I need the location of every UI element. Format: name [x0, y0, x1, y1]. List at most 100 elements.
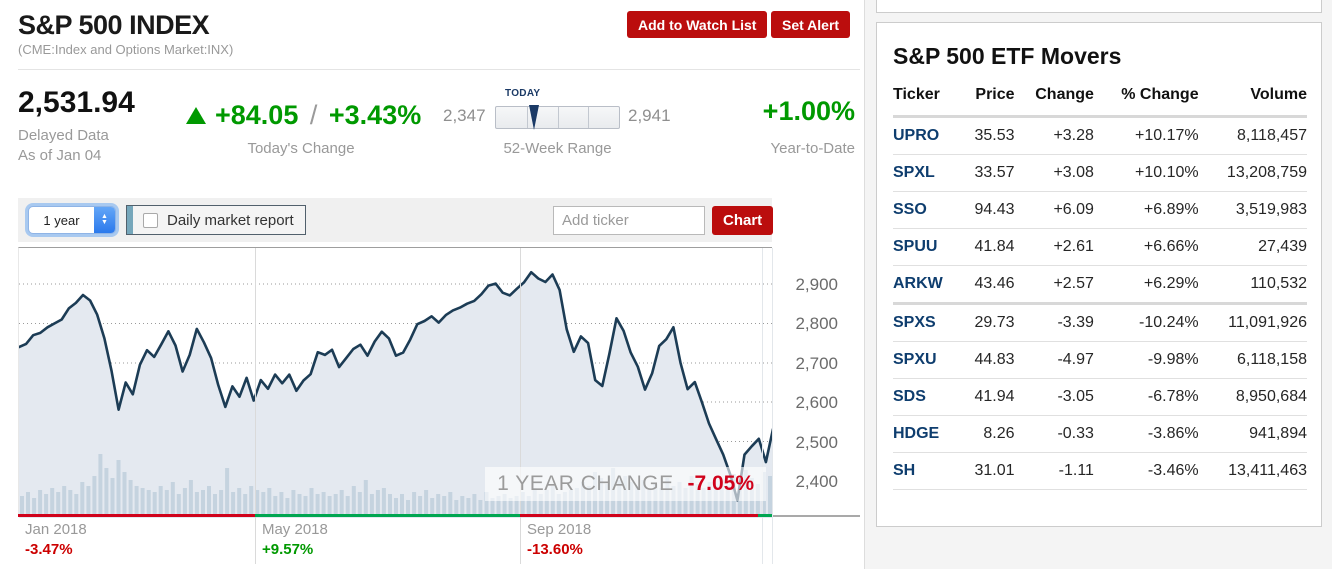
- volume-bar: [285, 498, 290, 516]
- chart-button[interactable]: Chart: [712, 206, 774, 235]
- ticker-cell[interactable]: SPUU: [893, 228, 961, 266]
- volume-bar: [424, 490, 429, 516]
- ticker-link[interactable]: HDGE: [893, 425, 940, 442]
- y-axis-label: 2,700: [795, 353, 838, 373]
- plot-area[interactable]: 1 YEAR CHANGE -7.05%: [17, 247, 775, 518]
- volume-bar: [146, 490, 151, 516]
- x-axis-period-label: Sep 2018: [527, 521, 592, 538]
- price-cell: 41.94: [960, 378, 1015, 416]
- volume-bar: [418, 496, 423, 516]
- ticker-link[interactable]: SH: [893, 462, 916, 479]
- volume-bar: [508, 498, 513, 516]
- volume-bar: [213, 494, 217, 516]
- ticker-cell[interactable]: UPRO: [893, 116, 961, 155]
- volume-cell: 13,208,759: [1198, 154, 1307, 192]
- volume-bar: [128, 480, 133, 516]
- pct-change-cell: -10.24%: [1093, 303, 1199, 342]
- ticker-link[interactable]: SPXS: [893, 314, 936, 331]
- todays-change: +84.05 / +3.43%: [186, 100, 421, 131]
- ticker-link[interactable]: SDS: [893, 388, 926, 405]
- y-axis-label: 2,600: [795, 393, 838, 413]
- header-divider: [18, 69, 860, 70]
- pct-change-cell: -3.46%: [1093, 452, 1199, 490]
- volume-bar: [273, 496, 278, 516]
- period-change-value: -13.60%: [527, 541, 583, 558]
- ticker-cell[interactable]: SPXS: [893, 303, 961, 342]
- etf-movers-table: Ticker Price Change% Change Volume UPRO 35.5…: [893, 76, 1307, 490]
- select-stepper-icon[interactable]: ▲ ▼: [94, 207, 115, 233]
- fifty-two-week-range-label: 52-Week Range: [503, 140, 612, 157]
- volume-bar: [647, 490, 652, 516]
- volume-bar: [400, 494, 404, 516]
- ticker-link[interactable]: ARKW: [893, 275, 943, 292]
- daily-report-module: Daily market report: [126, 205, 306, 235]
- period-baseline-segment: [254, 514, 520, 517]
- volume-bar: [363, 480, 368, 516]
- volume-bar: [490, 498, 495, 516]
- ticker-cell[interactable]: ARKW: [893, 265, 961, 305]
- volume-bar: [388, 494, 392, 516]
- set-alert-button[interactable]: Set Alert: [771, 11, 851, 38]
- table-row: SPXU 44.83 -4.97 -9.98% 6,118,158: [893, 341, 1307, 379]
- ticker-cell[interactable]: SPXL: [893, 154, 961, 192]
- column-header: % Change: [1093, 76, 1199, 118]
- price-line: [17, 270, 775, 502]
- fifty-two-week-range-bar: [495, 105, 620, 130]
- ticker-link[interactable]: SPXL: [893, 164, 935, 181]
- change-separator: /: [309, 100, 318, 130]
- volume-bar: [56, 492, 61, 516]
- today-marker-icon: [529, 105, 540, 130]
- volume-cell: 6,118,158: [1198, 341, 1307, 379]
- volume-bar: [255, 490, 260, 516]
- range-high-value: 2,941: [628, 106, 671, 125]
- time-range-select[interactable]: 1 year ▲ ▼: [28, 206, 116, 234]
- change-cell: -3.39: [1014, 303, 1094, 342]
- daily-report-checkbox[interactable]: [143, 212, 158, 228]
- volume-bar: [659, 488, 664, 516]
- volume-bar: [538, 494, 543, 516]
- ticker-link[interactable]: UPRO: [893, 127, 940, 144]
- volume-bar: [442, 496, 447, 516]
- ticker-cell[interactable]: HDGE: [893, 415, 961, 453]
- add-ticker-input[interactable]: [553, 206, 705, 235]
- volume-bar: [448, 492, 453, 516]
- range-tick: [526, 107, 528, 128]
- ticker-cell[interactable]: SPXU: [893, 341, 961, 379]
- volume-bar: [768, 476, 772, 516]
- table-row: UPRO 35.53 +3.28 +10.17% 8,118,457: [893, 116, 1307, 155]
- change-cell: -3.05: [1014, 378, 1094, 416]
- volume-bar: [406, 500, 410, 516]
- volume-bar: [339, 490, 344, 516]
- change-value: +84.05: [215, 100, 299, 130]
- ticker-link[interactable]: SPXU: [893, 351, 937, 368]
- baseline-extension: [772, 515, 860, 517]
- volume-bar: [50, 488, 55, 516]
- volume-bar: [671, 486, 676, 516]
- change-percent: +3.43%: [328, 100, 422, 130]
- volume-bar: [496, 496, 501, 516]
- volume-cell: 3,519,983: [1198, 191, 1307, 229]
- volume-bar: [369, 494, 374, 516]
- volume-bar: [351, 486, 356, 516]
- ticker-link[interactable]: SPUU: [893, 238, 938, 255]
- range-tick: [588, 107, 590, 128]
- volume-bar: [430, 498, 435, 516]
- daily-report-label: Daily market report: [167, 211, 294, 229]
- ticker-link[interactable]: SSO: [893, 201, 927, 218]
- x-axis-labels: Jan 2018 -3.47% May 2018 +9.57% Sep 2018 -13.…: [18, 521, 772, 567]
- volume-bar: [327, 496, 332, 516]
- table-row: SSO 94.43 +6.09 +6.89% 3,519,983: [893, 191, 1307, 229]
- volume-bar: [98, 454, 103, 516]
- price-cell: 43.46: [960, 265, 1015, 305]
- volume-bar: [104, 468, 109, 516]
- ticker-cell[interactable]: SDS: [893, 378, 961, 416]
- volume-bar: [152, 492, 157, 516]
- volume-bar: [164, 490, 169, 516]
- add-to-watchlist-button[interactable]: Add to Watch List: [627, 11, 768, 38]
- volume-bar: [158, 486, 163, 516]
- ticker-cell[interactable]: SH: [893, 452, 961, 490]
- up-arrow-icon: [186, 107, 206, 124]
- ticker-cell[interactable]: SSO: [893, 191, 961, 229]
- change-cell: -0.33: [1014, 415, 1094, 453]
- one-year-change-value: -7.05%: [687, 472, 754, 495]
